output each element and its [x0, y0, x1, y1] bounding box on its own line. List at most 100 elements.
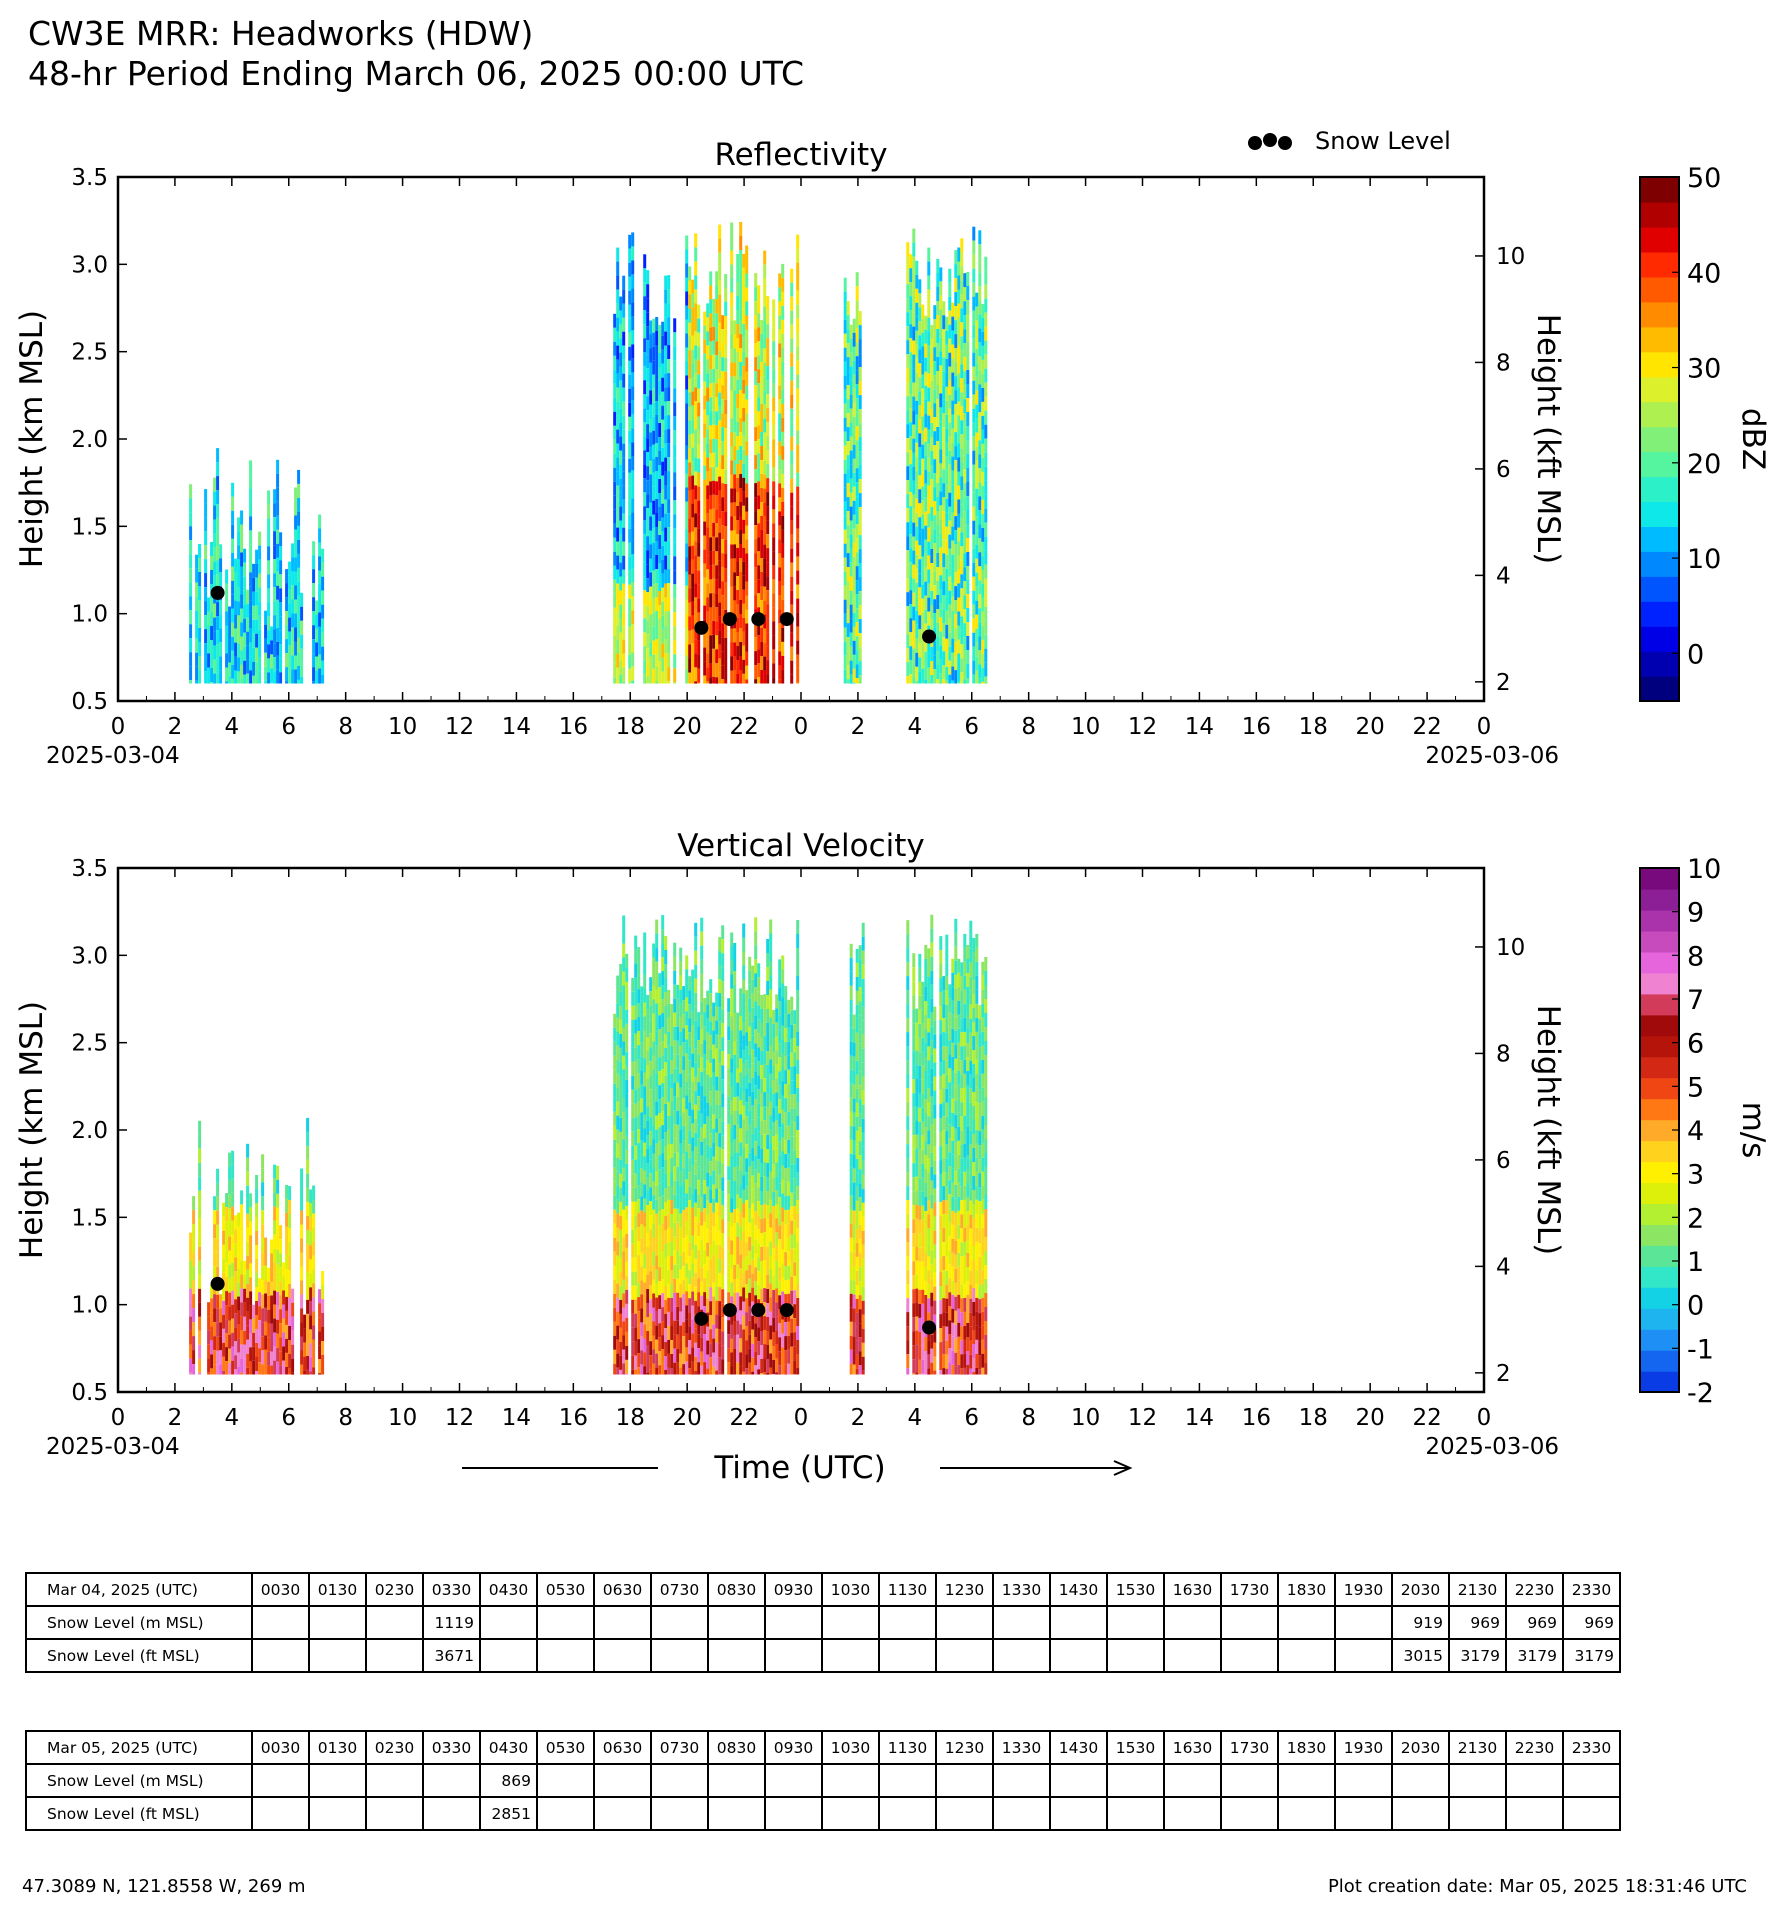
panel1-colorbar-frame	[1639, 176, 1680, 702]
panel1-start-date: 2025-03-04	[46, 743, 180, 769]
table-cell: 1030	[821, 1730, 880, 1765]
row-header: Mar 04, 2025 (UTC)	[25, 1572, 253, 1607]
table-cell	[1106, 1796, 1165, 1831]
panel1-data-field	[189, 222, 988, 684]
panel1-colorbar-segment	[1640, 351, 1679, 378]
table-cell: 969	[1505, 1605, 1564, 1640]
table-cell	[1562, 1796, 1621, 1831]
table-cell	[650, 1796, 709, 1831]
panel1-x-tick-label: 10	[388, 714, 417, 740]
panel2-colorbar-tick-label: 0	[1687, 1291, 1704, 1322]
panel1-snow-level-point	[210, 585, 225, 600]
table-cell: 3179	[1505, 1638, 1564, 1673]
panel2-x-tick-label: 20	[1356, 1405, 1385, 1431]
panel1-x-tick-label: 22	[1412, 714, 1441, 740]
table-cell	[878, 1796, 937, 1831]
legend-snow-dot	[1248, 136, 1262, 150]
table-cell	[308, 1638, 367, 1673]
table-cell: 1330	[992, 1730, 1051, 1765]
panel1-x-tick-label: 20	[1356, 714, 1385, 740]
panel2-x-tick-label: 4	[908, 1405, 923, 1431]
table-cell: 0930	[764, 1572, 823, 1607]
panel2-colorbar-tick-label: 3	[1687, 1160, 1704, 1191]
panel1-snow-level-point	[722, 612, 737, 627]
table-cell: 0030	[251, 1730, 310, 1765]
table-cell: 0830	[707, 1572, 766, 1607]
panel2-x-tick-label: 16	[1242, 1405, 1271, 1431]
table-cell: 1830	[1277, 1572, 1336, 1607]
panel2-x-tick-label: 2	[168, 1405, 183, 1431]
panel1-y-axis-label: Height (km MSL)	[14, 310, 50, 568]
panel2-colorbar-segment	[1640, 930, 1679, 953]
time-axis-label: Time (UTC)	[713, 1450, 885, 1486]
table-cell: 2130	[1448, 1730, 1507, 1765]
panel1-y-right-tick-label: 4	[1496, 563, 1511, 589]
panel1-snow-level-point	[694, 620, 709, 635]
panel1-x-tick-label: 18	[1299, 714, 1328, 740]
panel1-colorbar-segment	[1640, 451, 1679, 478]
panel1-colorbar-segment	[1640, 426, 1679, 453]
panel1-colorbar-label: dBZ	[1735, 408, 1770, 470]
table-cell	[1106, 1638, 1165, 1673]
title-line-1: CW3E MRR: Headworks (HDW)	[28, 14, 534, 53]
table-cell: 869	[479, 1763, 538, 1798]
panel1-colorbar-segment	[1640, 601, 1679, 627]
panel2-colorbar-segment	[1640, 1056, 1679, 1079]
panel2-x-tick-label: 6	[281, 1405, 296, 1431]
panel2-x-tick-label: 16	[559, 1405, 588, 1431]
panel1-colorbar-segment	[1640, 651, 1679, 677]
table-cell	[764, 1763, 823, 1798]
panel1-colorbar-tick-label: 20	[1687, 449, 1721, 480]
table-cell	[935, 1638, 994, 1673]
panel2-x-tick-label: 18	[616, 1405, 645, 1431]
panel2-y-axis-label: Height (km MSL)	[14, 1001, 50, 1259]
table-cell: 0930	[764, 1730, 823, 1765]
panel2-colorbar-tick-label: 6	[1687, 1029, 1704, 1060]
panel1-x-tick-label: 20	[673, 714, 702, 740]
panel2-colorbar-tick-label: 9	[1687, 898, 1704, 929]
table-cell: 2230	[1505, 1572, 1564, 1607]
panel2-colorbar-segment	[1640, 972, 1679, 995]
table-cell: 969	[1448, 1605, 1507, 1640]
panel2-colorbar-tick-label: 5	[1687, 1072, 1704, 1103]
panel2-x-tick-label: 0	[794, 1405, 809, 1431]
table-cell	[992, 1638, 1051, 1673]
panel2-x-tick-label: 20	[673, 1405, 702, 1431]
table-cell	[308, 1763, 367, 1798]
panel1-colorbar-segment	[1640, 326, 1679, 353]
table-cell	[593, 1763, 652, 1798]
panel2-start-date: 2025-03-04	[46, 1434, 180, 1460]
panel2-y-tick-label: 2.5	[71, 1031, 108, 1057]
table-cell: 1130	[878, 1730, 937, 1765]
panel2-y-right-tick-label: 4	[1496, 1254, 1511, 1280]
table-cell	[878, 1638, 937, 1673]
table-cell	[1163, 1763, 1222, 1798]
panel2-colorbar-segment	[1640, 1350, 1679, 1372]
panel1-y-right-tick-label: 6	[1496, 457, 1511, 483]
table-cell	[650, 1763, 709, 1798]
table-cell	[479, 1638, 538, 1673]
panel2-colorbar-segment	[1640, 1371, 1679, 1393]
panel1-x-tick-label: 2	[851, 714, 866, 740]
panel2-colorbar-tick-label: 8	[1687, 941, 1704, 972]
panel2-y-right-tick-label: 10	[1496, 935, 1525, 961]
panel1-y-right-tick-label: 10	[1496, 244, 1525, 270]
panel2-colorbar-segment	[1640, 1119, 1679, 1142]
table-cell	[422, 1796, 481, 1831]
table-cell	[1505, 1796, 1564, 1831]
table-cell	[1220, 1605, 1279, 1640]
table-cell: 1430	[1049, 1572, 1108, 1607]
table-cell	[707, 1605, 766, 1640]
panel1-x-tick-label: 4	[225, 714, 240, 740]
panel1-colorbar-segment	[1640, 202, 1679, 228]
panel2-title: Vertical Velocity	[677, 828, 925, 864]
plot-creation-date: Plot creation date: Mar 05, 2025 18:31:4…	[1327, 1876, 1747, 1897]
panel2-colorbar-segment	[1640, 993, 1679, 1016]
panel1-x-tick-label: 14	[1185, 714, 1214, 740]
table-cell: 1830	[1277, 1730, 1336, 1765]
table-cell	[707, 1638, 766, 1673]
table-cell: 0630	[593, 1730, 652, 1765]
table-cell: 969	[1562, 1605, 1621, 1640]
panel1-x-tick-label: 2	[168, 714, 183, 740]
table-cell: 0630	[593, 1572, 652, 1607]
